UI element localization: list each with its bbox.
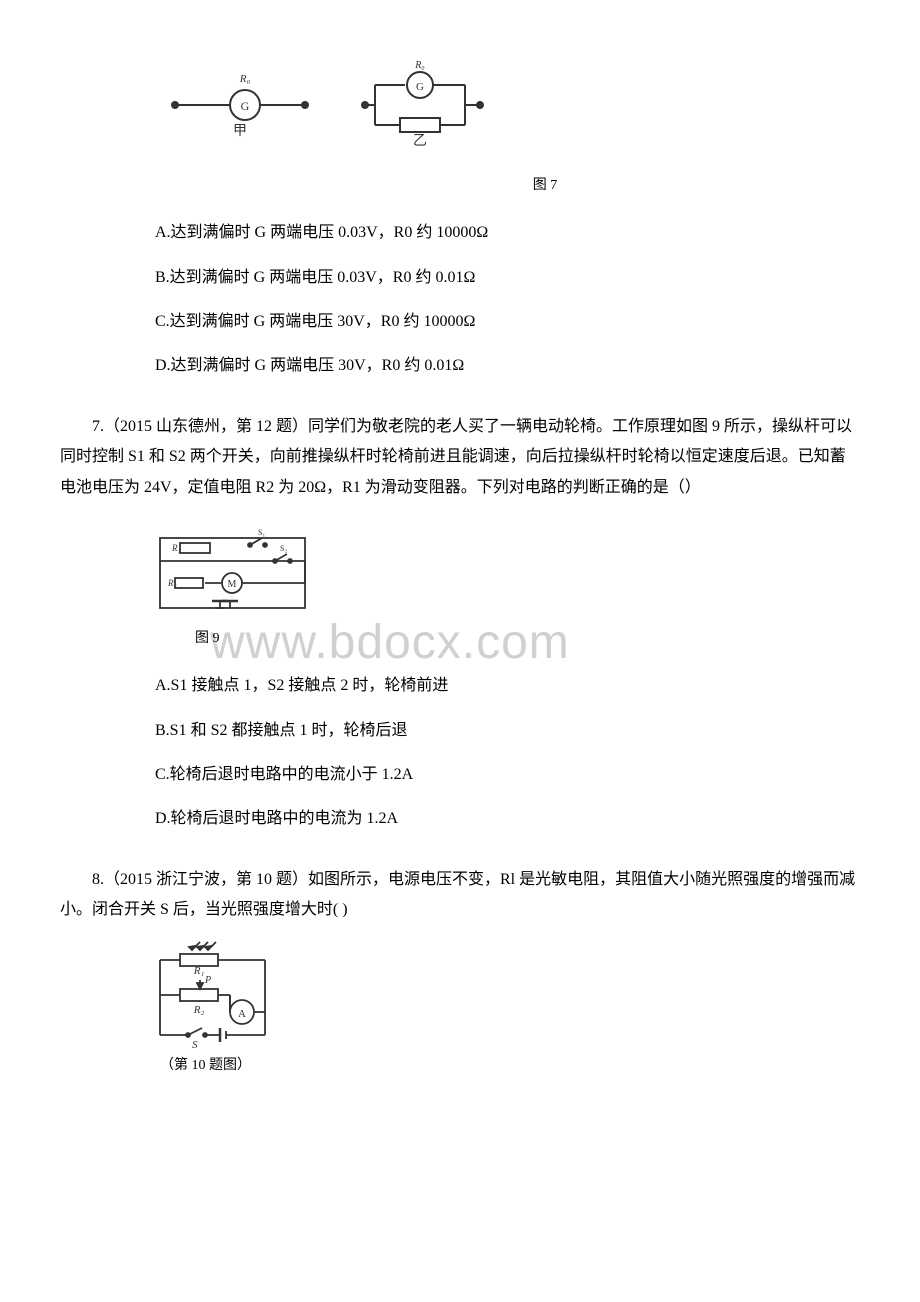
svg-text:R₁: R₁: [193, 965, 205, 977]
option-a: A.S1 接触点 1，S2 接触点 2 时，轮椅前进: [155, 671, 860, 701]
question-6-options: A.达到满偏时 G 两端电压 0.03V，R0 约 10000Ω B.达到满偏时…: [155, 218, 860, 382]
figure-10: R₁ R₂ P A: [150, 940, 860, 1078]
option-b: B.达到满偏时 G 两端电压 0.03V，R0 约 0.01Ω: [155, 263, 860, 293]
page-content: G R₀ 甲 G R₀: [60, 60, 860, 1079]
question-7: 7.（2015 山东德州，第 12 题）同学们为敬老院的老人买了一辆电动轮椅。工…: [60, 412, 860, 835]
svg-text:R₂: R₂: [193, 1004, 205, 1016]
svg-text:A: A: [238, 1008, 246, 1020]
svg-text:R₀: R₀: [239, 73, 251, 85]
question-8-stem: 8.（2015 浙江宁波，第 10 题）如图所示，电源电压不变，Rl 是光敏电阻…: [60, 865, 860, 926]
figure-7: G R₀ 甲 G R₀: [160, 60, 860, 198]
figure-9: M R₁ R₂ S₁ S₂: [150, 523, 860, 651]
figure-9-caption: 图 9: [195, 626, 860, 651]
svg-text:S₂: S₂: [280, 544, 287, 553]
question-7-stem: 7.（2015 山东德州，第 12 题）同学们为敬老院的老人买了一辆电动轮椅。工…: [60, 412, 860, 503]
option-c: C.达到满偏时 G 两端电压 30V，R0 约 10000Ω: [155, 307, 860, 337]
option-c: C.轮椅后退时电路中的电流小于 1.2A: [155, 760, 860, 790]
option-b: B.S1 和 S2 都接触点 1 时，轮椅后退: [155, 716, 860, 746]
option-d: D.轮椅后退时电路中的电流为 1.2A: [155, 804, 860, 834]
svg-text:R₁: R₁: [171, 543, 181, 553]
svg-text:R₂: R₂: [167, 578, 177, 588]
svg-text:P: P: [204, 975, 211, 986]
svg-text:G: G: [241, 99, 250, 113]
svg-text:甲: 甲: [233, 124, 247, 139]
svg-text:乙: 乙: [413, 133, 427, 149]
svg-text:G: G: [416, 81, 424, 93]
question-7-options: A.S1 接触点 1，S2 接触点 2 时，轮椅前进 B.S1 和 S2 都接触…: [155, 671, 860, 835]
figure-10-caption: （第 10 题图）: [160, 1053, 860, 1078]
option-a: A.达到满偏时 G 两端电压 0.03V，R0 约 10000Ω: [155, 218, 860, 248]
svg-text:S₁: S₁: [258, 528, 265, 537]
svg-text:M: M: [228, 579, 237, 590]
question-8: 8.（2015 浙江宁波，第 10 题）如图所示，电源电压不变，Rl 是光敏电阻…: [60, 865, 860, 1079]
option-d: D.达到满偏时 G 两端电压 30V，R0 约 0.01Ω: [155, 351, 860, 381]
svg-text:R₀: R₀: [414, 60, 425, 71]
figure-7-caption: 图 7: [230, 173, 860, 198]
svg-text:S: S: [192, 1039, 198, 1050]
